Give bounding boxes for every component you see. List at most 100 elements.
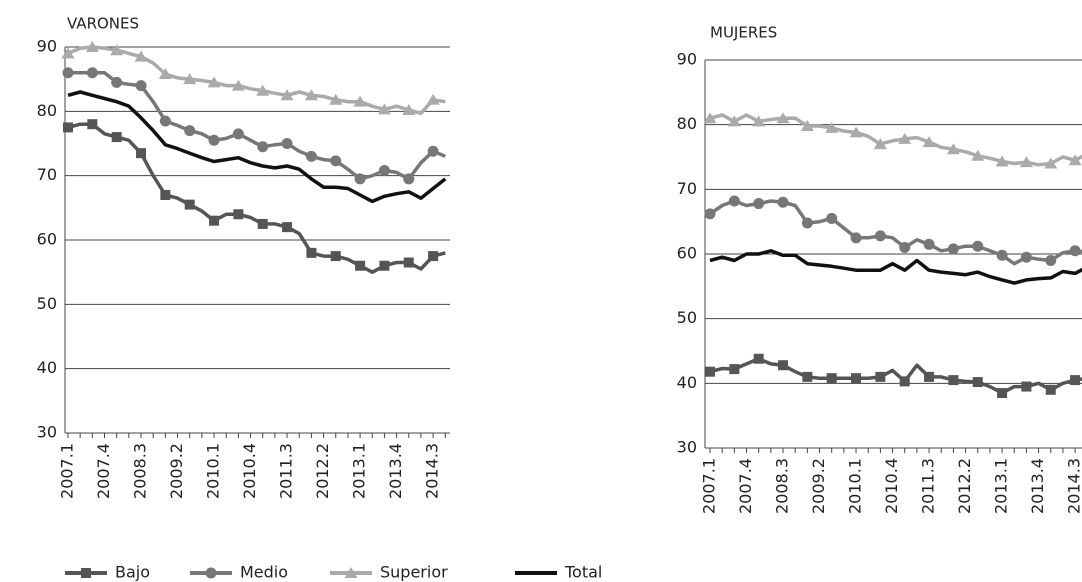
legend-label: Medio	[240, 563, 288, 582]
marker	[997, 388, 1008, 399]
x-tick-label: 2009.2	[809, 458, 828, 514]
marker	[825, 121, 839, 133]
marker	[826, 373, 837, 384]
marker	[63, 122, 73, 133]
marker	[378, 165, 390, 177]
y-tick-label: 80	[37, 101, 57, 120]
marker	[306, 247, 317, 258]
marker	[110, 44, 124, 56]
marker	[778, 360, 789, 371]
marker	[995, 155, 1009, 167]
y-tick-label: 60	[37, 230, 57, 249]
x-tick-label: 2007.4	[94, 443, 113, 499]
marker	[379, 260, 390, 271]
marker	[281, 138, 293, 149]
legend-label: Superior	[380, 563, 448, 582]
y-tick-label: 40	[677, 373, 697, 392]
marker	[87, 119, 98, 130]
x-tick-label: 2007.4	[736, 458, 755, 514]
y-tick-label: 50	[37, 294, 57, 313]
x-tick-label: 2013.4	[386, 443, 405, 499]
marker	[233, 209, 244, 220]
y-tick-label: 40	[37, 358, 57, 377]
marker	[111, 132, 122, 143]
marker	[403, 173, 415, 185]
marker	[330, 251, 341, 262]
marker	[282, 222, 293, 233]
y-tick-label: 70	[677, 179, 697, 198]
x-tick-label: 2010.4	[240, 443, 259, 499]
marker	[704, 208, 716, 220]
marker	[1070, 375, 1081, 386]
marker	[1021, 381, 1032, 392]
x-tick-label: 2007.1	[700, 458, 719, 514]
marker	[377, 103, 391, 115]
marker	[924, 371, 935, 382]
marker	[256, 84, 270, 96]
marker	[947, 243, 959, 255]
x-tick-label: 2009.2	[167, 443, 186, 499]
marker	[85, 41, 99, 52]
legend-marker	[344, 567, 358, 578]
marker	[1069, 245, 1081, 257]
marker	[753, 198, 765, 210]
marker	[996, 249, 1008, 261]
x-tick-label: 2008.3	[131, 443, 150, 499]
marker	[184, 125, 196, 137]
marker	[703, 112, 717, 124]
marker	[280, 89, 294, 101]
x-tick-label: 2013.1	[992, 458, 1011, 514]
marker	[62, 67, 74, 79]
marker	[801, 217, 813, 229]
marker	[753, 353, 764, 364]
series-line	[709, 249, 1082, 285]
y-tick-label: 80	[677, 114, 697, 133]
marker	[158, 68, 172, 80]
marker	[257, 141, 269, 153]
marker	[1020, 251, 1032, 263]
marker	[402, 104, 416, 116]
marker	[898, 132, 912, 144]
marker	[1068, 154, 1082, 166]
legend-item: Superior	[330, 563, 448, 582]
marker	[800, 119, 814, 131]
marker	[946, 143, 960, 155]
legend-label: Total	[564, 563, 602, 582]
marker	[923, 238, 935, 250]
x-tick-label: 2014.3	[1065, 458, 1082, 514]
y-tick-label: 90	[677, 50, 697, 69]
marker	[1044, 157, 1058, 169]
marker	[403, 257, 414, 268]
marker	[705, 366, 715, 377]
legend-marker	[81, 568, 91, 578]
marker	[802, 371, 813, 382]
legend-marker	[205, 567, 217, 579]
marker	[231, 79, 245, 91]
x-tick-label: 2010.1	[846, 458, 865, 514]
marker	[849, 126, 863, 138]
marker	[159, 115, 171, 127]
marker	[353, 95, 367, 107]
marker	[875, 371, 886, 382]
x-tick-label: 2007.1	[58, 443, 77, 499]
marker	[874, 230, 886, 242]
marker	[232, 128, 244, 140]
marker	[850, 232, 862, 244]
marker	[971, 149, 985, 161]
series-line	[67, 122, 446, 274]
marker	[209, 215, 220, 226]
marker	[184, 199, 195, 210]
marker	[899, 376, 910, 387]
marker	[777, 196, 789, 208]
y-tick-label: 30	[37, 423, 57, 442]
marker	[111, 76, 123, 88]
x-tick-label: 2014.3	[423, 443, 442, 499]
x-tick-label: 2013.1	[350, 443, 369, 499]
marker	[1045, 254, 1057, 266]
marker	[727, 115, 741, 127]
marker	[899, 242, 911, 254]
x-tick-label: 2008.3	[773, 458, 792, 514]
x-tick-label: 2011.3	[919, 458, 938, 514]
marker	[354, 173, 366, 185]
